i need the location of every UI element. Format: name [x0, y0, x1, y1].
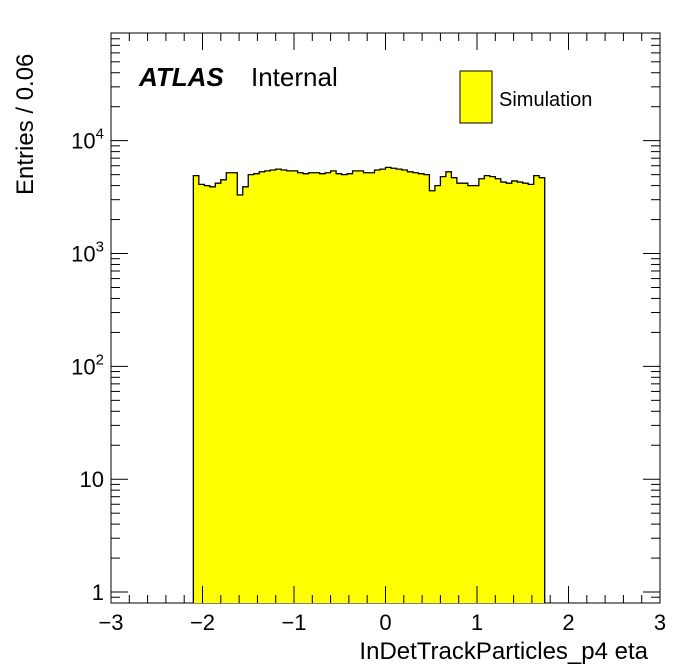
histogram-bar [341, 174, 348, 603]
x-tick-label: 0 [379, 610, 391, 635]
histogram-bar [237, 195, 244, 603]
histogram-bar [451, 177, 458, 603]
x-axis-title: InDetTrackParticles_p4 eta [359, 638, 648, 665]
histogram-bar [242, 186, 249, 603]
histogram-bar [517, 182, 524, 604]
x-tick-label: −3 [98, 610, 123, 635]
histogram-bar [396, 169, 403, 603]
axis-tick-labels: −3 −2 −1 0 1 2 3 1 10 102 103 104 [71, 126, 666, 635]
internal-label: Internal [251, 62, 338, 92]
histogram-bar [347, 173, 353, 603]
histogram-bar [226, 172, 233, 604]
histogram-bar [412, 172, 419, 604]
legend-label-simulation: Simulation [499, 89, 592, 111]
x-tick-label: 3 [654, 610, 666, 635]
histogram-bar [374, 169, 381, 604]
histogram-outline [192, 166, 546, 603]
histogram-bar [401, 169, 408, 604]
histogram-bar [522, 183, 529, 603]
histogram-bar [270, 169, 277, 604]
histogram-bar [253, 173, 260, 603]
x-tick-label: −1 [281, 610, 306, 635]
histogram-bar [385, 167, 392, 603]
histogram-bar [220, 179, 227, 603]
histogram-bar [264, 170, 271, 603]
histogram-bar [248, 174, 255, 603]
histogram-bar [456, 183, 463, 603]
histogram-bar [209, 186, 216, 603]
histogram-bar [539, 177, 546, 603]
atlas-label: ATLAS [138, 62, 224, 92]
histogram-bar [380, 169, 386, 603]
histogram-bar [473, 185, 480, 603]
histogram-bar [325, 172, 331, 604]
histogram-bar [275, 169, 282, 603]
histogram-bar [418, 173, 425, 603]
histogram-bar [292, 170, 299, 603]
y-tick-label: 10 [80, 467, 104, 492]
histogram-bar [390, 168, 397, 604]
histogram-bar [363, 172, 370, 604]
histogram-bar [352, 170, 359, 603]
y-axis-title: Entries / 0.06 [12, 54, 39, 195]
histogram-bar [231, 172, 238, 604]
histogram-bar [445, 171, 452, 604]
histogram-bar [533, 175, 540, 603]
histogram-bar [500, 182, 507, 604]
histogram-bar [369, 172, 375, 604]
axis-ticks [110, 32, 661, 604]
histogram-bar [358, 170, 364, 603]
legend: Simulation [459, 70, 592, 124]
histogram-bar [495, 178, 502, 604]
histogram-bar [198, 184, 205, 603]
histogram-bars [193, 167, 546, 604]
histogram-bar [434, 185, 441, 603]
histogram-bar [429, 190, 436, 603]
x-tick-label: 2 [562, 610, 574, 635]
histogram-bar [308, 172, 315, 604]
histogram-bar [204, 185, 211, 603]
histogram-bar [303, 173, 310, 603]
histogram-bar [484, 175, 491, 603]
y-tick-label: 103 [71, 239, 104, 267]
histogram-bar [193, 175, 200, 603]
histogram-bar [314, 172, 321, 604]
y-tick-label: 102 [71, 351, 104, 379]
y-tick-label: 104 [71, 126, 104, 154]
histogram-bar [319, 173, 326, 603]
histogram-bar [259, 171, 266, 604]
histogram-bar [489, 176, 496, 603]
histogram-bar [506, 183, 513, 603]
histogram-bar [440, 176, 447, 603]
histogram-bar [511, 180, 518, 604]
histogram-bar [297, 172, 304, 604]
histogram-bar [281, 169, 288, 604]
histogram-bar [407, 171, 414, 604]
x-tick-label: 1 [471, 610, 483, 635]
histogram-bar [467, 185, 474, 603]
histogram-bar [478, 178, 485, 604]
histogram-bar [462, 183, 469, 603]
legend-swatch-simulation [459, 70, 493, 124]
histogram-bar [330, 170, 337, 603]
histogram-bar [336, 173, 342, 603]
x-tick-label: −2 [190, 610, 215, 635]
histogram-bar [528, 184, 535, 603]
histogram-bar [215, 183, 222, 603]
histogram-bar [423, 174, 430, 603]
y-tick-label: 1 [92, 580, 104, 605]
histogram-bar [286, 170, 293, 603]
